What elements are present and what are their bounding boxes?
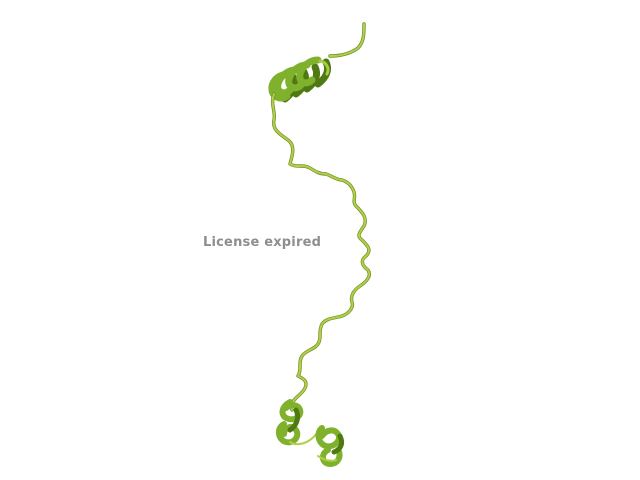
ribbon-coil-link <box>317 455 337 462</box>
ribbon-hx-front <box>296 56 322 87</box>
ribbon-ribbon-front <box>315 425 342 450</box>
ribbon-ribbon-front <box>276 421 301 446</box>
disordered-coil-region <box>271 93 371 411</box>
coil-outline <box>270 92 371 412</box>
n-terminal-helix <box>268 56 332 103</box>
ribbon-ribbon-front <box>320 447 343 467</box>
terminal-tail-coil <box>329 23 365 57</box>
ribbon-hx-front <box>285 61 311 92</box>
ribbon-hx-hi <box>318 59 330 76</box>
ribbon-hx-back <box>303 63 321 93</box>
license-expired-watermark: License expired <box>203 235 322 250</box>
ribbon-hx-front <box>268 71 291 102</box>
coil-outline <box>328 22 366 58</box>
ribbon-ribbon-back <box>287 407 301 433</box>
ribbon-ribbon-back <box>331 433 345 455</box>
ribbon-hx-front <box>274 66 300 97</box>
c-terminal-helix-turns <box>276 399 345 467</box>
